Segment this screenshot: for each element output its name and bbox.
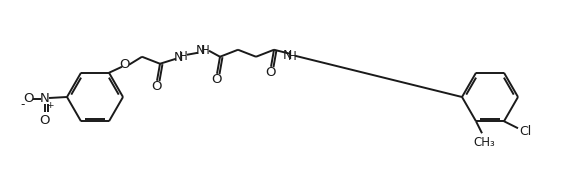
Text: H: H	[288, 50, 296, 63]
Text: H: H	[179, 50, 187, 63]
Text: -: -	[21, 98, 25, 112]
Text: O: O	[152, 80, 162, 93]
Text: Cl: Cl	[519, 125, 531, 138]
Text: O: O	[40, 113, 50, 127]
Text: N: N	[282, 49, 292, 62]
Text: O: O	[266, 66, 276, 79]
Text: O: O	[24, 93, 34, 105]
Text: H: H	[201, 44, 209, 57]
Text: O: O	[212, 73, 223, 86]
Text: N: N	[40, 93, 50, 105]
Text: CH₃: CH₃	[473, 136, 495, 149]
Text: N: N	[173, 51, 183, 64]
Text: +: +	[46, 100, 53, 109]
Text: N: N	[196, 44, 205, 57]
Text: O: O	[120, 58, 131, 71]
